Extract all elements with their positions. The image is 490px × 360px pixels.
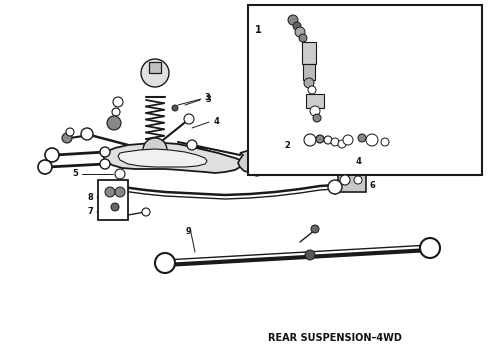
Text: 2: 2 — [284, 140, 290, 149]
Text: 4: 4 — [355, 158, 361, 166]
Circle shape — [81, 128, 93, 140]
Circle shape — [354, 176, 362, 184]
Circle shape — [62, 133, 72, 143]
Bar — [149, 62, 161, 73]
Circle shape — [308, 86, 316, 94]
Circle shape — [305, 250, 315, 260]
Circle shape — [38, 160, 52, 174]
Circle shape — [113, 97, 123, 107]
Circle shape — [358, 134, 366, 142]
Circle shape — [100, 159, 110, 169]
Circle shape — [304, 134, 316, 146]
Circle shape — [316, 135, 324, 143]
Circle shape — [66, 128, 74, 136]
Circle shape — [45, 148, 59, 162]
Circle shape — [311, 225, 319, 233]
Circle shape — [184, 114, 194, 124]
Bar — [303, 64, 315, 80]
Circle shape — [366, 134, 378, 146]
Text: 9: 9 — [185, 228, 191, 237]
Circle shape — [111, 203, 119, 211]
Text: 5: 5 — [72, 170, 78, 179]
Text: 3: 3 — [205, 95, 211, 104]
Text: 6: 6 — [369, 180, 375, 189]
Bar — [302, 42, 316, 64]
Circle shape — [310, 106, 320, 116]
Text: 3: 3 — [204, 93, 210, 102]
Circle shape — [100, 147, 110, 157]
Text: 1: 1 — [255, 25, 261, 35]
Circle shape — [331, 138, 339, 146]
Polygon shape — [103, 143, 243, 173]
Text: 7: 7 — [87, 207, 93, 216]
Circle shape — [142, 208, 150, 216]
Circle shape — [381, 138, 389, 146]
Circle shape — [107, 116, 121, 130]
Bar — [338, 170, 366, 192]
Circle shape — [141, 59, 169, 87]
Circle shape — [105, 187, 115, 197]
Circle shape — [313, 114, 321, 122]
Circle shape — [143, 138, 167, 162]
Circle shape — [304, 78, 314, 88]
Circle shape — [324, 136, 332, 144]
Circle shape — [299, 34, 307, 42]
Circle shape — [295, 27, 305, 37]
Circle shape — [328, 180, 342, 194]
Circle shape — [355, 144, 371, 160]
Circle shape — [252, 166, 262, 176]
Circle shape — [340, 175, 350, 185]
Bar — [248, 5, 482, 175]
Bar — [98, 180, 128, 220]
Circle shape — [351, 160, 365, 174]
Text: REAR SUSPENSION–4WD: REAR SUSPENSION–4WD — [268, 333, 402, 343]
Circle shape — [187, 140, 197, 150]
Circle shape — [288, 15, 298, 25]
Polygon shape — [238, 149, 278, 173]
Circle shape — [115, 187, 125, 197]
Circle shape — [113, 181, 127, 195]
Text: 4: 4 — [213, 117, 219, 126]
Circle shape — [420, 238, 440, 258]
Bar — [306, 94, 324, 108]
Circle shape — [343, 135, 353, 145]
Circle shape — [112, 108, 120, 116]
Text: 8: 8 — [87, 193, 93, 202]
Circle shape — [155, 253, 175, 273]
Circle shape — [172, 105, 178, 111]
Circle shape — [338, 140, 346, 148]
Circle shape — [293, 22, 301, 30]
Polygon shape — [118, 149, 207, 167]
Circle shape — [115, 169, 125, 179]
